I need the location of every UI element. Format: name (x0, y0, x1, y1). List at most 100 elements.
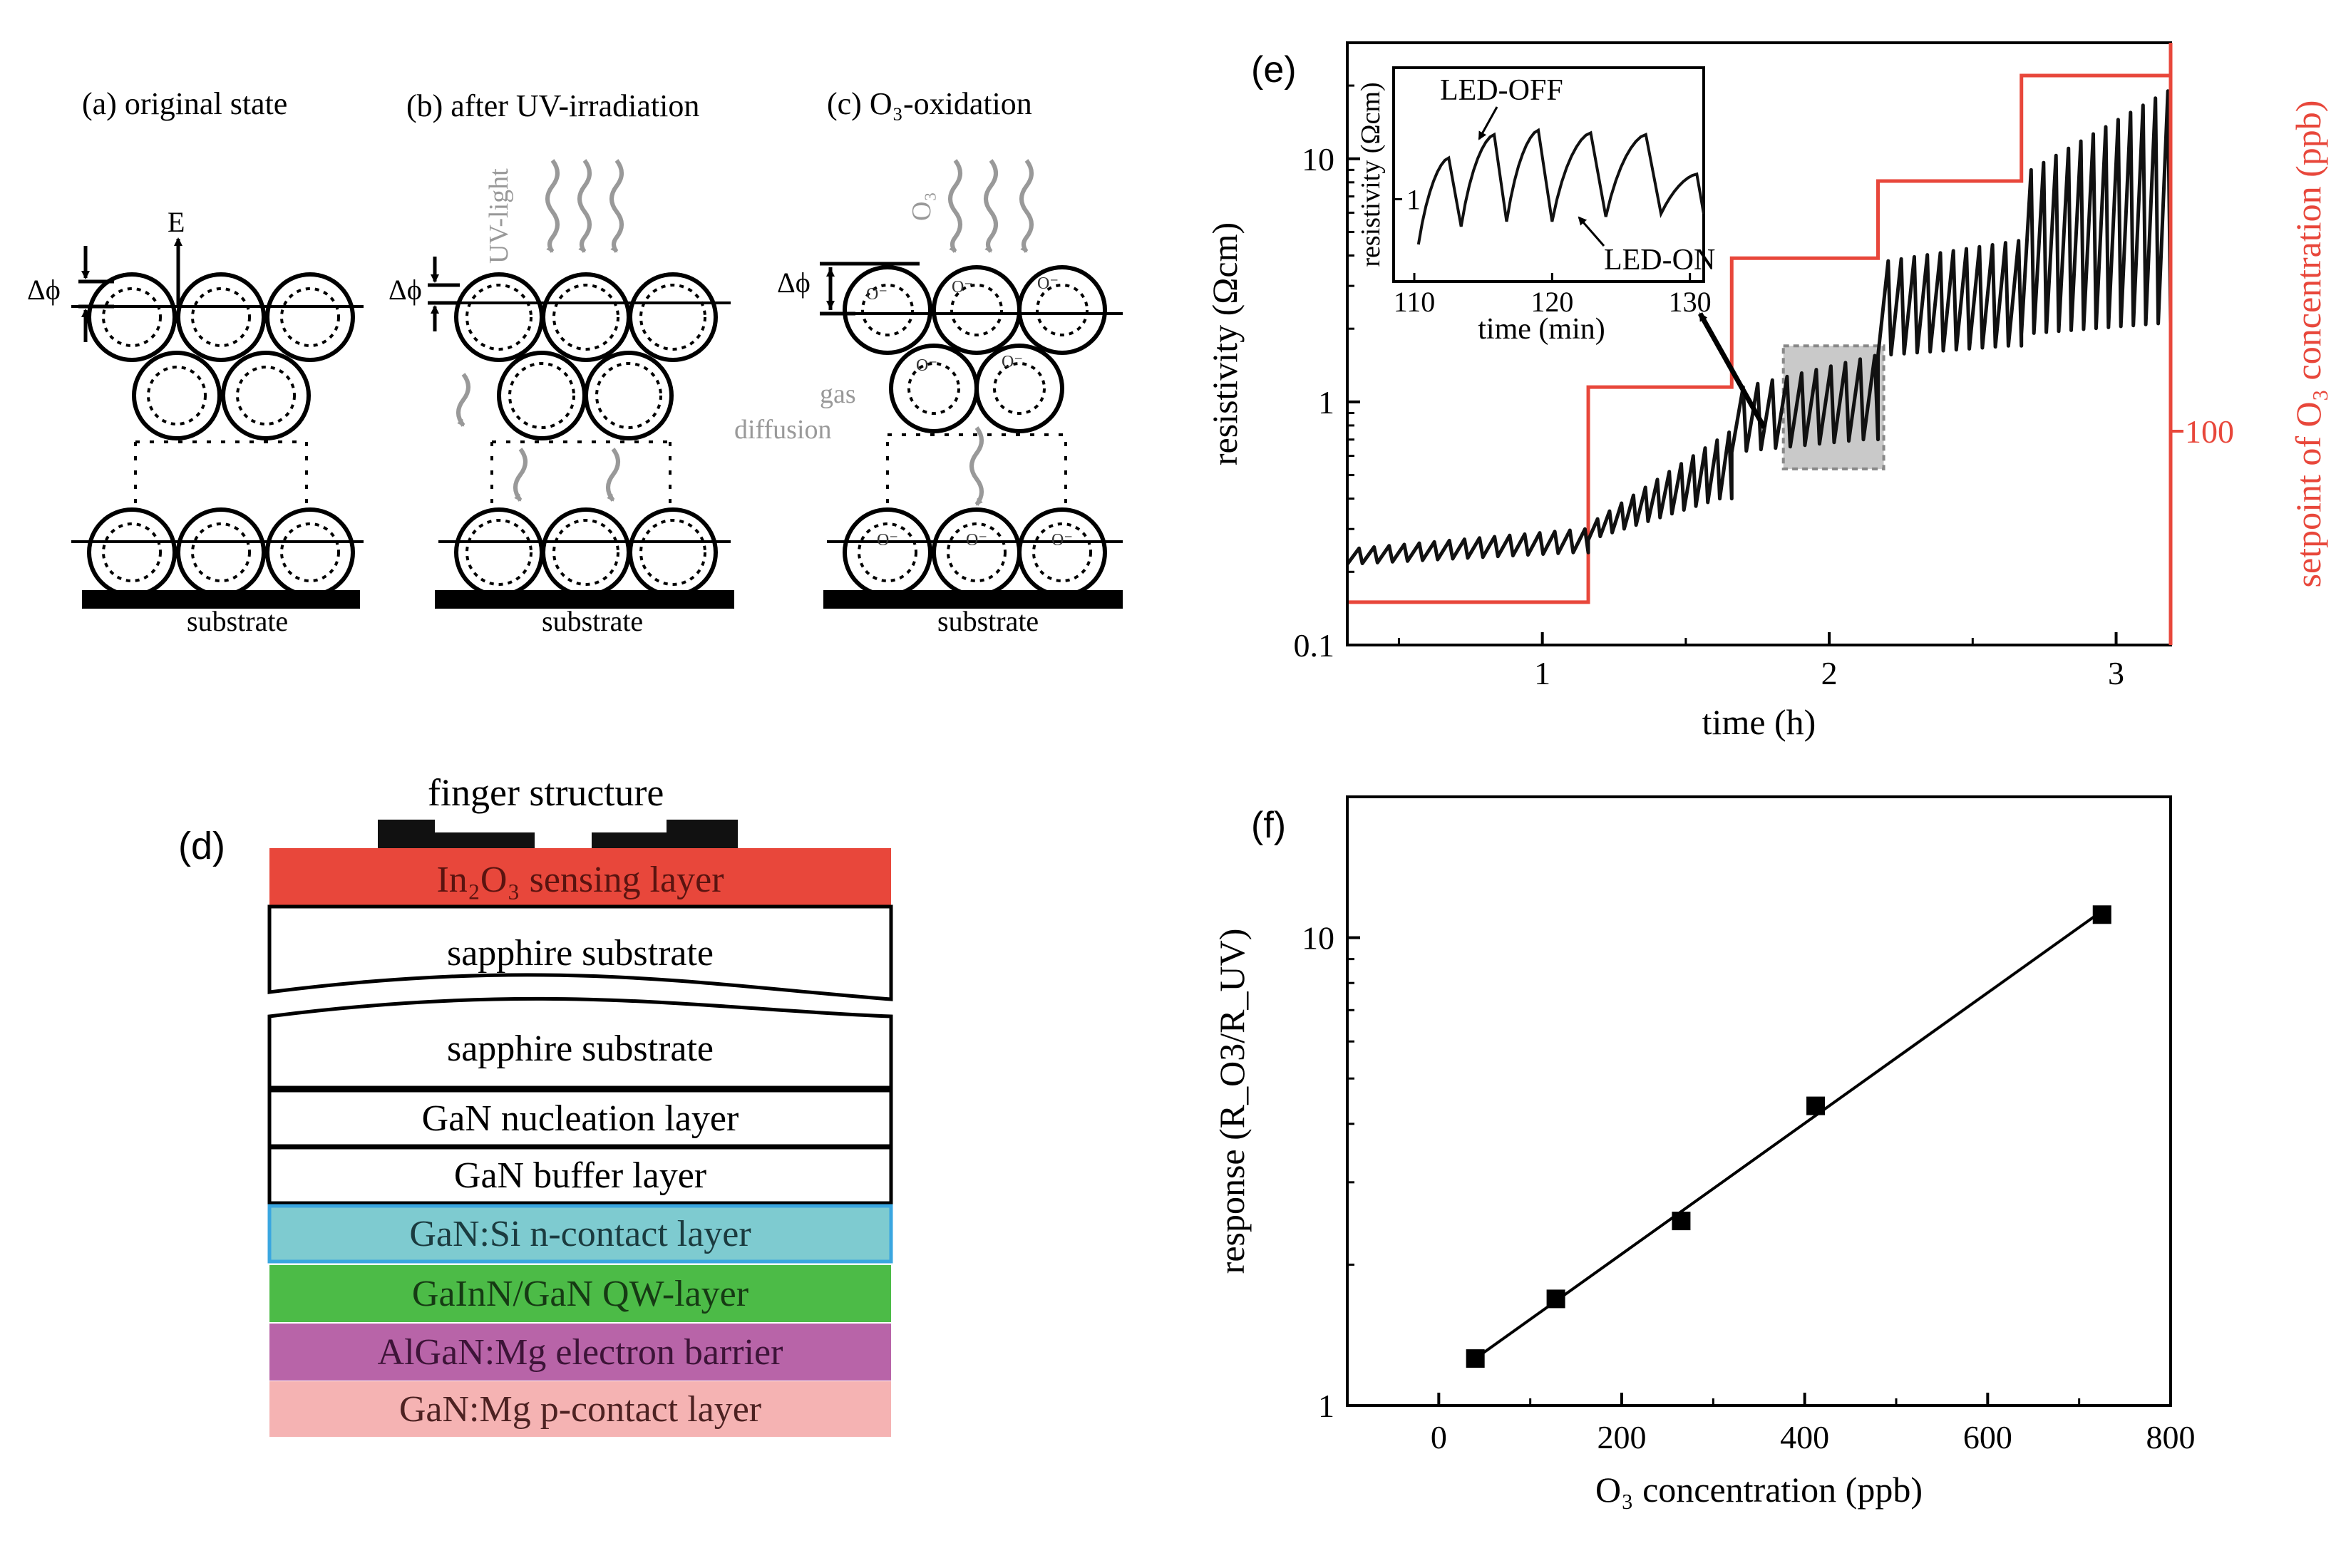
ion-label: O⁻ (866, 285, 887, 304)
x-axis-label: O₃ concentration (ppb) (1595, 1470, 1923, 1510)
y-tick-label: 10 (1302, 141, 1334, 177)
substrate-label-b: substrate (542, 605, 643, 637)
substrate-bar-b (435, 590, 734, 609)
resistivity-line (1345, 89, 2173, 566)
layer-box (269, 1265, 891, 1322)
y-tick-label: 1 (1318, 1388, 1334, 1424)
inset-resistivity-line (1416, 128, 1705, 245)
o3-gas-rays (948, 159, 1034, 506)
delta-phi-indicator-b (428, 257, 460, 331)
inset-frame (1392, 66, 1705, 283)
gas-label: gas (820, 379, 856, 409)
x-tick-label: 600 (1963, 1419, 2012, 1455)
y2-axis-label: setpoint of O₃ concentration (ppb) (2288, 100, 2328, 588)
inset-chart: 110 120 130 1 time (min) resistivity (Ωcm) LED… (1356, 66, 1715, 346)
inset-x-axis-label: time (min) (1478, 313, 1605, 346)
led-off-arrow (1478, 106, 1498, 140)
layer-label: sapphire substrate (447, 933, 714, 974)
y-tick-label: 0.1 (1294, 627, 1335, 664)
ion-label: O⁻ (916, 356, 937, 375)
inset-y-tick-label: 1 (1406, 184, 1421, 216)
data-point (1466, 1349, 1485, 1368)
data-point (1546, 1289, 1565, 1309)
data-point (1806, 1096, 1826, 1115)
schematic: (a) original state (b) after UV-irradiat… (27, 86, 1123, 637)
x-tick-label: 200 (1597, 1419, 1647, 1455)
layer-label: GaN buffer layer (454, 1155, 706, 1196)
x-axis-label: time (h) (1702, 702, 1816, 742)
fit-line (1474, 909, 2103, 1360)
ion-label: O⁻ (952, 278, 973, 296)
ion-label: O⁻ (1037, 274, 1059, 293)
y-axis-label: resistivity (Ωcm) (1205, 222, 1245, 465)
layer-label: In₂O₃ sensing layer (436, 860, 724, 900)
layer-box (269, 1324, 891, 1381)
panel-c-label: (c) O₃-oxidation (827, 86, 1032, 121)
layer-5: GaN:Si n-contact layer (267, 1204, 893, 1264)
layer-0: In₂O₃ sensing layer (269, 848, 891, 911)
layer-label: sapphire substrate (447, 1028, 714, 1069)
layer-box (267, 996, 893, 1090)
field-label: E (168, 206, 185, 238)
delta-phi-indicator-a (78, 237, 182, 342)
layer-box (267, 1145, 893, 1205)
oxygen-ions: O⁻ O⁻ O⁻ O⁻ O⁻ O⁻ O⁻ O⁻ (866, 274, 1073, 550)
plot-frame-f (1346, 795, 2172, 1407)
panel-e-label: (e) (1251, 49, 1297, 91)
layer-label: AlGaN:Mg electron barrier (378, 1332, 783, 1373)
substrate-label-a: substrate (187, 605, 288, 637)
layer-2: sapphire substrate (267, 996, 893, 1090)
ion-label: O⁻ (1002, 353, 1023, 371)
led-on-annotation: LED-ON (1604, 244, 1715, 277)
panel-b-label: (b) after UV-irradiation (406, 88, 699, 123)
zoom-arrow (1697, 312, 1767, 429)
uv-light-label: UV-light (484, 168, 514, 264)
panel-f-label: (f) (1251, 805, 1286, 846)
layer-label: GaN:Si n-contact layer (409, 1214, 751, 1254)
substrate-bar-c (823, 590, 1123, 609)
ion-label: O⁻ (877, 531, 898, 550)
uv-light-rays (456, 159, 624, 502)
inset-x-tick-label: 120 (1530, 286, 1573, 318)
chart-f: (f) 0 200 400 600 800 1 10 O₃ concentration (pp… (1212, 795, 2196, 1510)
x-tick-label: 800 (2146, 1419, 2196, 1455)
delta-phi-indicator-c (820, 262, 920, 316)
x-tick-label: 400 (1780, 1419, 1829, 1455)
finger-electrodes (378, 820, 738, 848)
layer-stack: (d) finger structure In₂O₃ sensing layer… (178, 771, 893, 1437)
data-point (1672, 1212, 1691, 1231)
layer-1: sapphire substrate (267, 904, 893, 1001)
panel-d-label: (d) (178, 825, 225, 867)
layer-box (269, 848, 891, 911)
led-on-arrow (1578, 216, 1605, 247)
panel-a-grains (71, 272, 364, 597)
ion-label: O⁻ (966, 531, 987, 550)
setpoint-step-line (1347, 73, 2171, 604)
x-tick-label: 0 (1431, 1419, 1447, 1455)
o3-label: O₃ (907, 192, 937, 221)
y-axis-label: response (R_O3/R_UV) (1212, 929, 1252, 1274)
delta-phi-label-a: Δϕ (27, 274, 61, 306)
led-off-annotation: LED-OFF (1440, 74, 1563, 107)
inset-x-tick-label: 130 (1669, 286, 1712, 318)
layer-box (267, 1088, 893, 1148)
layer-label: GaN:Mg p-contact layer (399, 1389, 761, 1430)
substrate-bar-a (82, 590, 360, 609)
layer-box (267, 1204, 893, 1264)
inset-x-tick-label: 110 (1394, 286, 1436, 318)
x-tick-label: 3 (2108, 655, 2124, 691)
y-tick-label: 10 (1302, 920, 1334, 956)
panel-c-grains (827, 265, 1123, 597)
delta-phi-label-b: Δϕ (389, 274, 422, 306)
layer-4: GaN buffer layer (267, 1145, 893, 1205)
layer-label: GaInN/GaN QW-layer (412, 1274, 748, 1314)
x-tick-label: 2 (1821, 655, 1838, 691)
finger-structure-label: finger structure (428, 771, 664, 814)
panel-a-label: (a) original state (82, 86, 287, 121)
panel-b-grains (438, 272, 731, 597)
layer-box (269, 1381, 891, 1437)
layer-3: GaN nucleation layer (267, 1088, 893, 1148)
